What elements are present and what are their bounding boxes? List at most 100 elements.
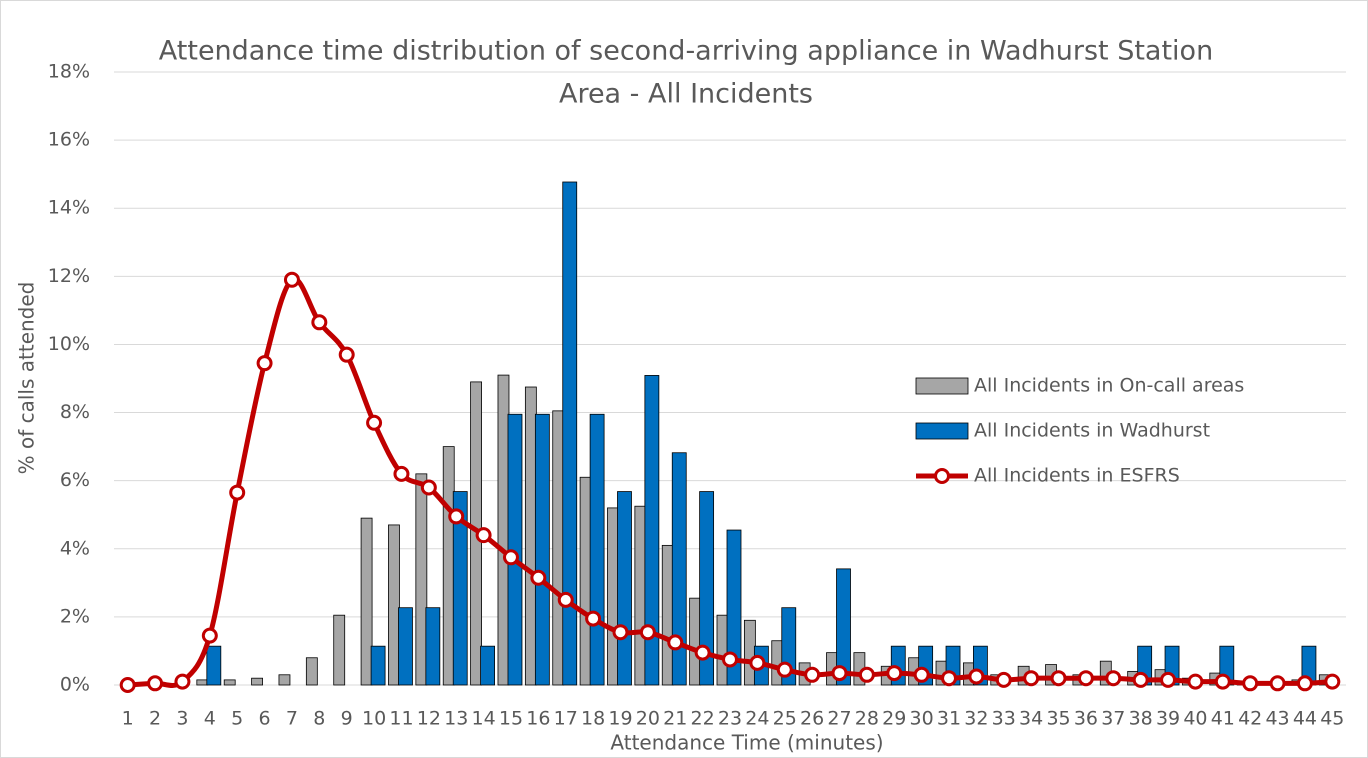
x-tick-label: 21 <box>663 708 687 730</box>
chart-title: Attendance time distribution of second-a… <box>159 36 1213 67</box>
marker <box>968 668 985 685</box>
y-tick-label: 2% <box>60 605 90 627</box>
bar <box>223 679 236 686</box>
bar <box>589 413 605 686</box>
marker <box>311 314 328 331</box>
marker <box>858 666 875 683</box>
x-tick-label: 36 <box>1074 708 1098 730</box>
marker <box>283 271 300 288</box>
x-tick-label: 28 <box>855 708 879 730</box>
marker <box>831 665 848 682</box>
x-tick-label: 45 <box>1320 708 1344 730</box>
y-tick-label: 6% <box>60 469 90 491</box>
x-tick-label: 5 <box>231 708 243 730</box>
x-tick-label: 31 <box>937 708 961 730</box>
x-tick-label: 26 <box>800 708 824 730</box>
marker <box>722 651 738 668</box>
marker <box>502 549 519 566</box>
x-tick-label: 25 <box>773 708 797 730</box>
bar <box>524 386 537 686</box>
x-tick-label: 10 <box>362 708 386 730</box>
bar <box>699 491 715 686</box>
x-tick-label: 32 <box>964 708 988 730</box>
x-tick-label: 11 <box>389 708 413 730</box>
bar <box>425 607 441 686</box>
bar <box>278 674 291 686</box>
bar <box>360 517 373 686</box>
x-tick-label: 1 <box>122 708 134 730</box>
marker <box>1077 670 1094 687</box>
legend-label: All Incidents in On-call areas <box>974 375 1244 397</box>
marker <box>886 665 903 682</box>
marker <box>1050 670 1067 687</box>
bar <box>644 375 660 686</box>
y-tick-label: 4% <box>60 537 90 559</box>
x-tick-label: 34 <box>1019 708 1043 730</box>
marker <box>749 654 766 671</box>
marker <box>1269 675 1286 692</box>
marker <box>119 677 136 693</box>
marker <box>776 661 793 678</box>
x-tick-label: 4 <box>204 708 216 730</box>
legend-swatch <box>915 422 969 440</box>
marker <box>174 673 191 690</box>
marker <box>1324 673 1341 690</box>
x-tick-label: 19 <box>608 708 632 730</box>
marker <box>1132 671 1149 688</box>
x-tick-label: 33 <box>992 708 1016 730</box>
x-tick-label: 13 <box>444 708 468 730</box>
bar <box>534 413 550 686</box>
marker <box>448 508 465 525</box>
marker <box>1187 673 1204 690</box>
bar <box>398 607 413 686</box>
marker <box>804 666 821 683</box>
marker <box>201 627 218 644</box>
marker <box>995 671 1012 688</box>
marker <box>557 591 574 608</box>
marker <box>1023 670 1040 687</box>
marker <box>393 465 410 482</box>
chart-subtitle: Area - All Incidents <box>559 79 813 110</box>
bar <box>305 657 318 686</box>
x-tick-label: 42 <box>1238 708 1262 730</box>
y-tick-label: 14% <box>48 197 90 219</box>
bar <box>388 524 400 686</box>
x-tick-label: 30 <box>910 708 934 730</box>
x-tick-label: 17 <box>554 708 578 730</box>
x-axis-label: Attendance Time (minutes) <box>610 731 883 755</box>
y-tick-label: 0% <box>60 674 90 696</box>
bar <box>634 505 647 686</box>
bar <box>196 679 209 686</box>
marker <box>913 666 930 683</box>
x-tick-label: 6 <box>259 708 271 730</box>
marker <box>1214 673 1231 690</box>
marker <box>475 527 492 544</box>
bar <box>206 645 222 686</box>
x-tick-label: 14 <box>472 708 496 730</box>
bar <box>743 619 756 686</box>
bar <box>562 181 578 686</box>
legend-label: All Incidents in ESFRS <box>974 465 1180 487</box>
bar <box>836 568 851 686</box>
marker <box>585 610 602 627</box>
bar <box>452 491 468 686</box>
marker <box>667 634 684 651</box>
marker <box>612 624 629 641</box>
legend-marker <box>934 468 950 484</box>
x-tick-label: 3 <box>176 708 188 730</box>
x-tick-label: 7 <box>286 708 298 730</box>
x-tick-label: 38 <box>1129 708 1153 730</box>
marker <box>1296 675 1313 692</box>
x-tick-label: 8 <box>313 708 325 730</box>
x-tick-label: 27 <box>827 708 851 730</box>
x-tick-label: 44 <box>1293 708 1317 730</box>
x-tick-label: 43 <box>1265 708 1289 730</box>
bar <box>716 614 729 686</box>
marker <box>639 624 656 641</box>
marker <box>256 355 273 372</box>
x-tick-label: 40 <box>1183 708 1207 730</box>
x-tick-label: 2 <box>149 708 161 730</box>
marker <box>366 414 383 431</box>
y-tick-label: 16% <box>48 129 90 151</box>
